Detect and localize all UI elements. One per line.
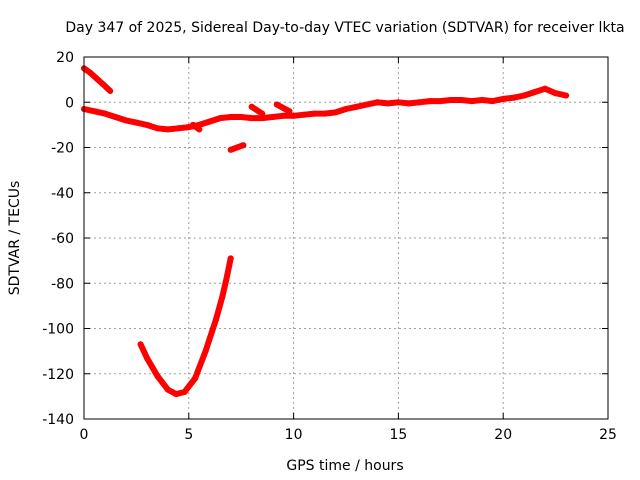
- data-point: [238, 113, 245, 120]
- data-point: [259, 115, 266, 122]
- data-series: [81, 65, 570, 398]
- x-tick-label: 5: [184, 427, 193, 443]
- data-point: [248, 103, 255, 110]
- y-tick-label: -40: [51, 186, 74, 202]
- data-point: [154, 373, 161, 380]
- data-point: [416, 99, 423, 106]
- y-tick-label: 0: [65, 95, 74, 111]
- data-point: [107, 87, 114, 94]
- data-point: [286, 108, 293, 115]
- data-point: [99, 81, 106, 88]
- data-point: [510, 94, 517, 101]
- data-point: [273, 101, 280, 108]
- data-point: [437, 98, 444, 105]
- data-point: [353, 103, 360, 110]
- data-point: [206, 118, 213, 125]
- data-point: [458, 96, 465, 103]
- data-point: [101, 110, 108, 117]
- chart-title: Day 347 of 2025, Sidereal Day-to-day VTE…: [65, 20, 624, 36]
- data-point: [426, 98, 433, 105]
- data-point: [227, 255, 234, 262]
- series-fragment-b: [273, 101, 293, 115]
- data-point: [213, 316, 220, 323]
- data-point: [259, 110, 266, 117]
- series-line: [81, 85, 570, 133]
- data-point: [363, 101, 370, 108]
- data-point: [248, 115, 255, 122]
- data-point: [290, 112, 297, 119]
- x-tick-label: 0: [80, 427, 89, 443]
- data-point: [219, 293, 226, 300]
- data-point: [343, 106, 349, 113]
- data-point: [489, 98, 496, 105]
- y-axis-label: SDTVAR / TECUs: [7, 181, 23, 296]
- x-tick-label: 15: [389, 427, 407, 443]
- series-upper-start: [81, 65, 114, 94]
- series-deep-arc: [137, 255, 234, 398]
- series-fragment-a: [248, 103, 266, 117]
- data-point: [332, 109, 339, 116]
- data-point: [154, 125, 161, 132]
- data-point: [227, 146, 234, 153]
- data-point: [405, 100, 412, 107]
- y-tick-label: 20: [56, 50, 74, 66]
- data-point: [479, 96, 486, 103]
- axis-ticks: 0 5 10 15 20 25 20 0 -20 -40 -60 -80 -100 -120 -140: [42, 50, 617, 443]
- series-fragment-d: [189, 121, 203, 133]
- data-point: [280, 112, 287, 119]
- data-point: [322, 110, 329, 117]
- y-tick-label: -60: [51, 231, 74, 247]
- data-point: [189, 121, 196, 128]
- data-point: [374, 99, 381, 106]
- data-point: [552, 90, 559, 97]
- series-main-trace: [81, 85, 570, 133]
- data-point: [500, 95, 507, 102]
- data-point: [531, 89, 538, 96]
- data-point: [137, 341, 144, 348]
- data-point: [223, 275, 230, 282]
- data-point: [542, 85, 549, 92]
- data-point: [311, 110, 318, 117]
- data-point: [143, 121, 150, 128]
- y-tick-label: -100: [42, 322, 74, 338]
- data-point: [143, 354, 150, 361]
- data-point: [164, 386, 171, 393]
- data-point: [217, 115, 224, 122]
- data-point: [133, 119, 140, 126]
- y-tick-label: -120: [42, 367, 74, 383]
- data-point: [192, 375, 199, 382]
- data-point: [447, 96, 454, 103]
- data-point: [227, 113, 234, 120]
- data-point: [122, 117, 129, 124]
- data-point: [384, 100, 391, 107]
- data-point: [93, 75, 100, 82]
- data-point: [175, 125, 182, 132]
- data-point: [521, 92, 528, 99]
- series-fragment-c: [227, 142, 247, 153]
- data-point: [173, 391, 180, 398]
- data-point: [164, 126, 171, 133]
- data-point: [91, 108, 98, 115]
- data-point: [468, 98, 475, 105]
- data-point: [301, 111, 308, 118]
- x-axis-label: GPS time / hours: [286, 458, 403, 474]
- x-tick-label: 25: [599, 427, 617, 443]
- data-point: [181, 388, 188, 395]
- data-point: [563, 92, 570, 99]
- data-point: [196, 126, 203, 133]
- y-tick-label: -20: [51, 141, 74, 157]
- data-point: [240, 142, 247, 149]
- data-point: [202, 348, 209, 355]
- data-point: [87, 69, 94, 76]
- series-line: [137, 255, 234, 398]
- x-tick-label: 20: [494, 427, 512, 443]
- y-tick-label: -140: [42, 412, 74, 428]
- data-point: [269, 113, 276, 120]
- data-point: [112, 113, 119, 120]
- y-tick-label: -80: [51, 276, 74, 292]
- data-point: [395, 99, 402, 106]
- x-tick-label: 10: [285, 427, 303, 443]
